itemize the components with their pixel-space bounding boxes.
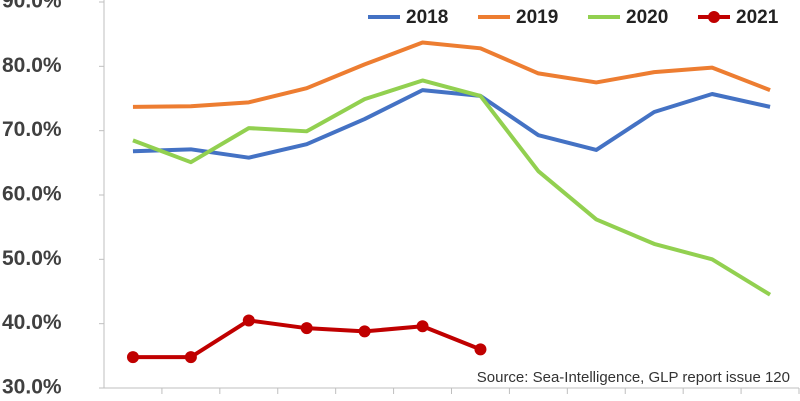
y-tick-label: 90.0% — [2, 0, 62, 13]
y-tick-label: 30.0% — [2, 376, 62, 399]
series-marker — [184, 351, 197, 364]
legend-marker — [708, 11, 720, 23]
series-marker — [416, 320, 429, 333]
series-marker — [300, 322, 313, 335]
y-tick-label: 50.0% — [2, 247, 62, 270]
series-marker — [474, 343, 487, 356]
y-tick-label: 70.0% — [2, 118, 62, 141]
y-tick-label: 80.0% — [2, 54, 62, 77]
series-marker — [242, 314, 255, 327]
series-marker — [358, 325, 371, 338]
legend-label: 2020 — [626, 7, 668, 28]
legend-label: 2018 — [406, 7, 448, 28]
series-marker — [126, 351, 139, 364]
legend-label: 2021 — [736, 7, 779, 28]
series-line — [132, 40, 771, 109]
series-line — [132, 88, 771, 160]
y-tick-label: 60.0% — [2, 183, 62, 206]
series-line — [132, 78, 772, 297]
source-note: Source: Sea-Intelligence, GLP report iss… — [477, 369, 790, 386]
y-tick-label: 40.0% — [2, 311, 62, 334]
legend-label: 2019 — [516, 7, 558, 28]
